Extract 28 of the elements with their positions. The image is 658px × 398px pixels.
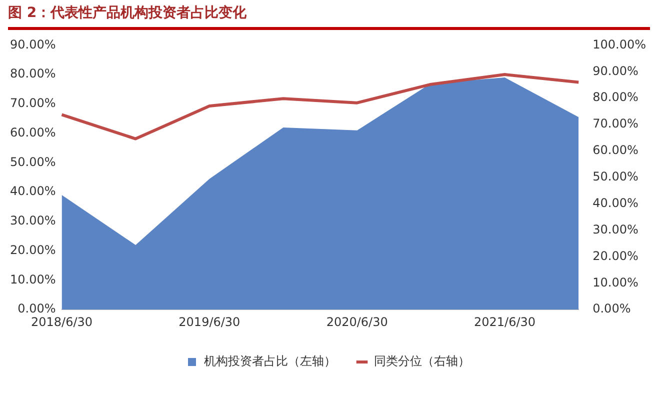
- y-tick-label: 40.00%: [10, 184, 56, 198]
- x-tick-label: 2018/6/30: [30, 314, 93, 329]
- y-tick-label: 60.00%: [10, 125, 56, 140]
- y-tick-label: 50.00%: [10, 154, 56, 169]
- y2-tick-label: 20.00%: [592, 248, 638, 263]
- y2-tick-label: 10.00%: [592, 275, 638, 290]
- y2-tick-label: 60.00%: [592, 143, 638, 158]
- y2-tick-label: 80.00%: [592, 90, 638, 104]
- y2-tick-label: 100.00%: [592, 37, 646, 52]
- x-tick-label: 2021/6/30: [474, 314, 536, 329]
- y-tick-label: 20.00%: [10, 242, 56, 257]
- y-tick-label: 30.00%: [10, 214, 56, 228]
- x-tick-label: 2019/6/30: [178, 314, 240, 329]
- y2-tick-label: 90.00%: [592, 64, 638, 78]
- chart-title: 图 2：代表性产品机构投资者占比变化: [8, 4, 650, 30]
- y-tick-label: 80.00%: [10, 66, 56, 81]
- y-tick-label: 0.00%: [18, 302, 56, 316]
- legend-label: 同类分位（右轴）: [374, 354, 470, 368]
- y-tick-label: 10.00%: [10, 272, 56, 286]
- x-tick-label: 2020/6/30: [326, 314, 388, 329]
- y2-tick-label: 30.00%: [592, 222, 638, 236]
- y2-tick-label: 50.00%: [592, 170, 638, 184]
- y-tick-label: 70.00%: [10, 96, 56, 110]
- y2-tick-label: 70.00%: [592, 116, 638, 131]
- y2-tick-label: 0.00%: [592, 302, 631, 316]
- y-tick-label: 90.00%: [10, 37, 56, 52]
- y2-tick-label: 40.00%: [592, 196, 638, 210]
- legend-label: 机构投资者占比（左轴）: [204, 354, 336, 368]
